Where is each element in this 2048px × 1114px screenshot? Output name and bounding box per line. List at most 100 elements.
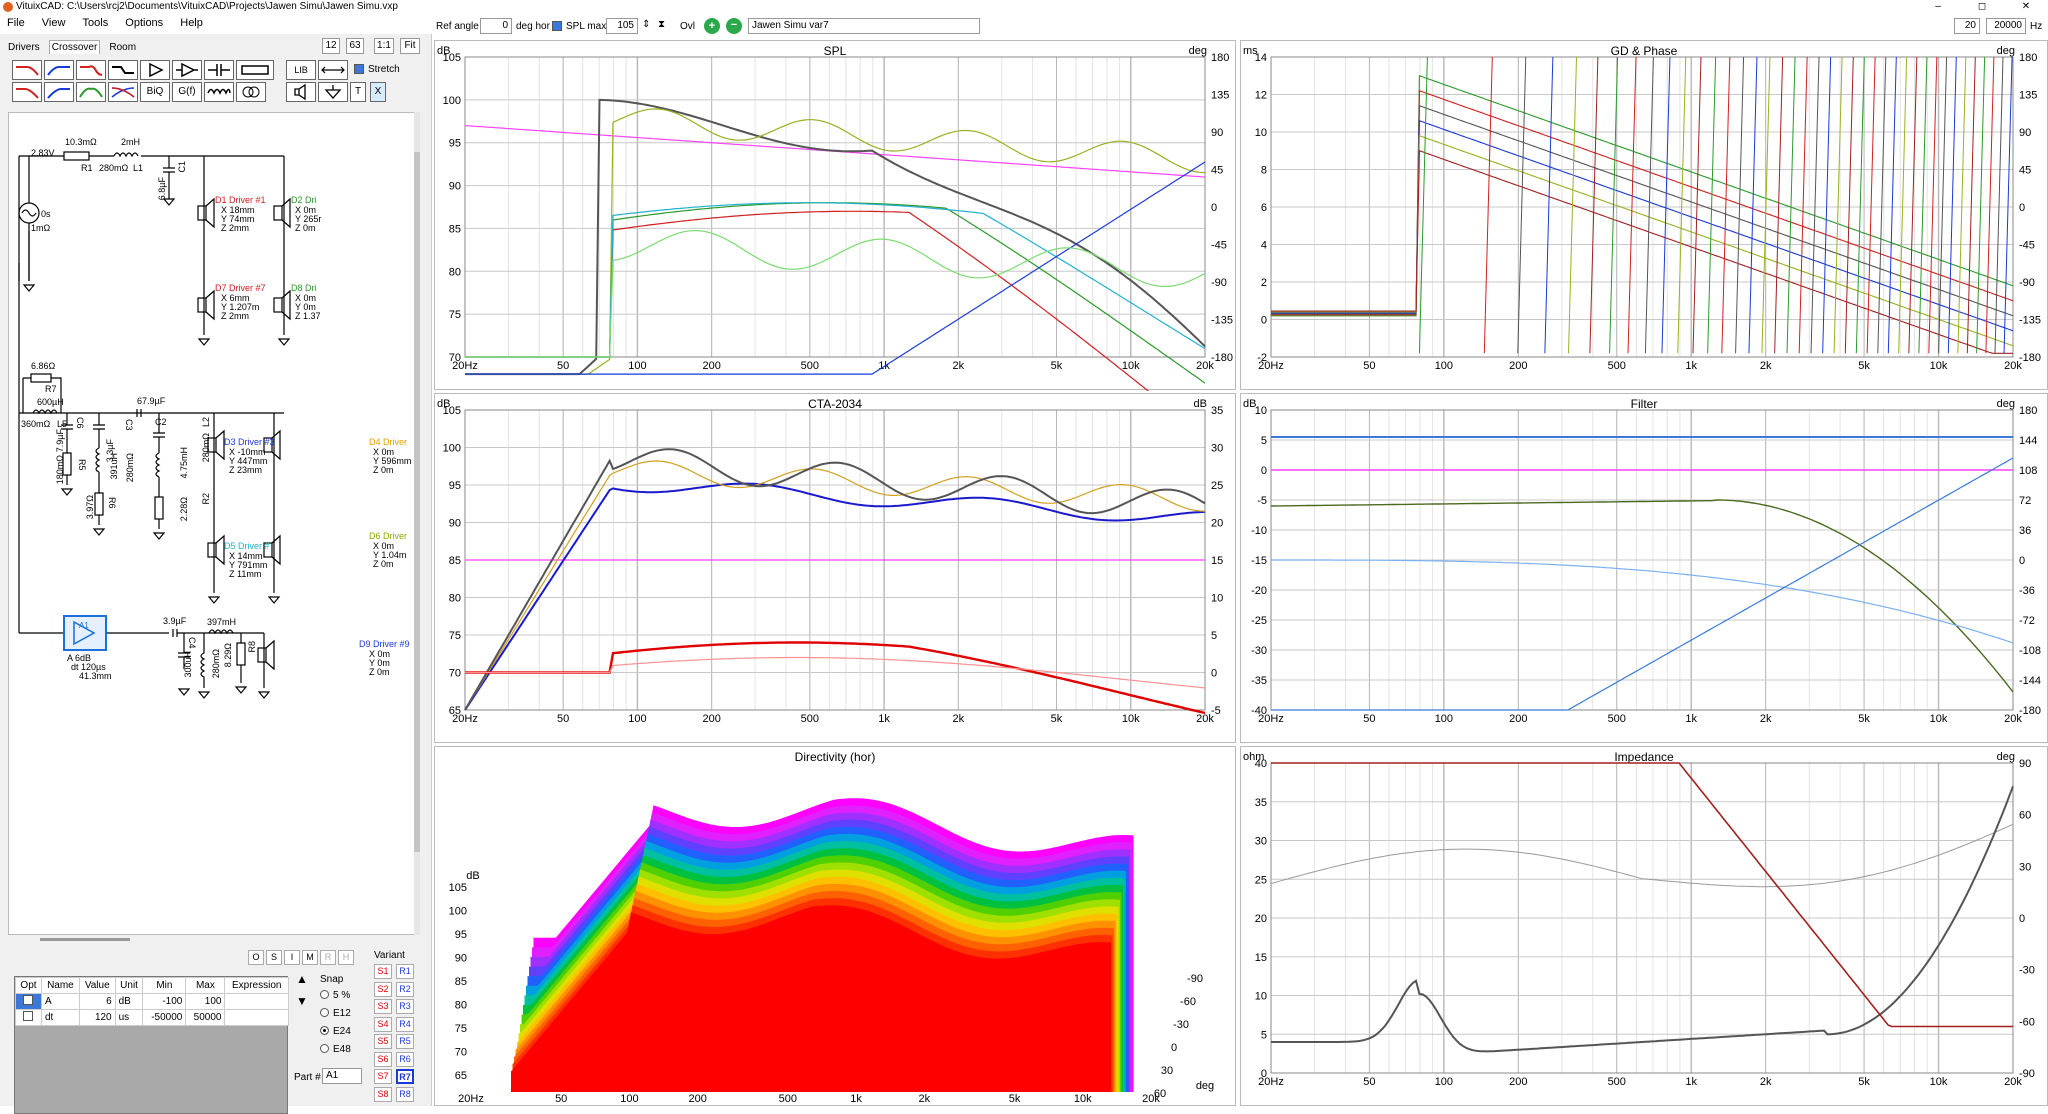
- menu-tools[interactable]: Tools: [82, 17, 109, 29]
- table-row[interactable]: dt 120 us -50000 50000: [15, 1009, 289, 1026]
- schematic-vscroll[interactable]: [414, 112, 420, 935]
- variant-s3[interactable]: S3: [374, 999, 392, 1014]
- driver-d4-name[interactable]: D4 Driver: [369, 437, 408, 447]
- driver-d9-name[interactable]: D9 Driver #9: [359, 639, 410, 649]
- param-min[interactable]: -100: [142, 993, 187, 1010]
- param-value[interactable]: 6: [78, 993, 116, 1010]
- amp-name[interactable]: A1: [79, 621, 89, 630]
- gf-tool[interactable]: G(f): [172, 82, 202, 102]
- part-input[interactable]: A1: [322, 1068, 362, 1084]
- variant-s8[interactable]: S8: [374, 1086, 392, 1102]
- lowpass-ho-tool[interactable]: [12, 82, 42, 102]
- delete-tool[interactable]: X: [370, 82, 386, 102]
- shelf-tool[interactable]: [108, 60, 138, 80]
- variant-s4[interactable]: S4: [374, 1016, 392, 1032]
- tab-crossover[interactable]: Crossover: [48, 40, 101, 54]
- variant-s7[interactable]: S7: [374, 1069, 392, 1084]
- schematic-hscroll[interactable]: [40, 938, 130, 941]
- opt-checkbox[interactable]: [23, 995, 34, 1005]
- library-tool[interactable]: LIB: [286, 60, 316, 80]
- variant-r6[interactable]: R6: [396, 1051, 414, 1067]
- bandpass-tool[interactable]: [76, 82, 106, 102]
- filter-panel[interactable]: Filter 20Hz 50 100 200 500 1k 2k 5k 10k 20k 10 5 0 -5…: [1240, 393, 2048, 743]
- zoom-b-box[interactable]: 63: [346, 38, 364, 54]
- spl-panel[interactable]: SPL 20Hz 50 100 200 500 1k 2k 5k 10k 20k 105 100 95 9…: [434, 40, 1236, 391]
- schematic-canvas[interactable]: 2.83V 0s 1mΩ 10.3mΩ R1 2mH 280mΩ L1 6.8µ…: [8, 112, 418, 935]
- param-expression[interactable]: [224, 1009, 289, 1026]
- driver-d1-name[interactable]: D1 Driver #1: [215, 195, 266, 205]
- variant-name-input[interactable]: Jawen Simu var7: [748, 18, 980, 34]
- driver-d5-name[interactable]: D5 Driver #: [224, 541, 270, 551]
- table-row[interactable]: A 6 dB -100 100: [15, 993, 289, 1010]
- minimize-button[interactable]: –: [1935, 1, 1941, 12]
- driver-d8-name[interactable]: D8 Dri: [291, 283, 317, 293]
- grid-btn-r[interactable]: R: [320, 950, 336, 965]
- driver-tool[interactable]: [286, 82, 316, 102]
- spl-max-input[interactable]: 105: [606, 18, 638, 34]
- highpass-ho-tool[interactable]: [44, 82, 74, 102]
- param-expression[interactable]: [224, 993, 289, 1010]
- param-value[interactable]: 120: [78, 1009, 116, 1026]
- zoom-a-box[interactable]: 12: [322, 38, 340, 54]
- param-max[interactable]: 100: [185, 993, 226, 1010]
- lowpass2-tool[interactable]: [76, 60, 106, 80]
- grid-btn-o[interactable]: O: [248, 950, 264, 965]
- snap-e48[interactable]: E48: [320, 1044, 351, 1055]
- grid-btn-m[interactable]: M: [302, 950, 318, 965]
- resistor-tool[interactable]: [236, 60, 274, 80]
- variant-r5[interactable]: R5: [396, 1034, 414, 1049]
- variant-r3[interactable]: R3: [396, 999, 414, 1014]
- menu-file[interactable]: File: [7, 17, 25, 29]
- variant-s1[interactable]: S1: [374, 964, 392, 979]
- opt-checkbox[interactable]: [23, 1011, 34, 1021]
- inductor-tool[interactable]: [204, 82, 234, 102]
- variant-r2[interactable]: R2: [396, 981, 414, 997]
- snap-5pct[interactable]: 5 %: [320, 990, 350, 1001]
- driver-d6-name[interactable]: D6 Driver: [369, 531, 408, 541]
- amp-tool[interactable]: [140, 60, 170, 80]
- add-overlay-icon[interactable]: +: [704, 18, 720, 34]
- highpass1-tool[interactable]: [44, 60, 74, 80]
- ref-angle-input[interactable]: 0: [480, 18, 512, 34]
- cta-panel[interactable]: CTA-2034 20Hz 50 100 200 500 1k 2k 5k 10k 20k 105 1…: [434, 393, 1236, 743]
- transformer-tool[interactable]: [236, 82, 266, 102]
- one-to-one-button[interactable]: 1:1: [374, 38, 394, 54]
- maximize-button[interactable]: ◻: [1977, 1, 1987, 12]
- variant-r1[interactable]: R1: [396, 964, 414, 979]
- grid-btn-i[interactable]: I: [284, 950, 300, 965]
- tab-drivers[interactable]: Drivers: [8, 42, 40, 53]
- grid-btn-h[interactable]: H: [338, 950, 354, 965]
- fit-button[interactable]: Fit: [400, 38, 420, 54]
- spl-max-checkbox[interactable]: [552, 21, 562, 34]
- param-max[interactable]: 50000: [185, 1009, 226, 1026]
- move-down-icon[interactable]: ▼: [296, 994, 308, 1008]
- snap-e12[interactable]: E12: [320, 1008, 351, 1019]
- crossover-pair-tool[interactable]: [108, 82, 138, 102]
- delay-tool[interactable]: [172, 60, 202, 80]
- capacitor-tool[interactable]: [204, 60, 234, 80]
- remove-overlay-icon[interactable]: −: [726, 18, 742, 34]
- move-up-icon[interactable]: ▲: [296, 972, 308, 986]
- variant-s5[interactable]: S5: [374, 1034, 392, 1049]
- spin-icon[interactable]: ⇕: [642, 19, 651, 30]
- menu-options[interactable]: Options: [125, 17, 164, 29]
- fit-vertical-icon[interactable]: ⧗: [658, 19, 666, 30]
- variant-r7[interactable]: R7: [396, 1069, 414, 1084]
- menu-view[interactable]: View: [41, 17, 66, 29]
- text-tool[interactable]: T: [350, 82, 366, 102]
- variant-s2[interactable]: S2: [374, 981, 392, 997]
- stretch-checkbox[interactable]: [354, 64, 364, 77]
- wire-tool[interactable]: [318, 60, 348, 80]
- variant-r4[interactable]: R4: [396, 1016, 414, 1032]
- close-button[interactable]: ✕: [2021, 1, 2031, 12]
- lowpass1-tool[interactable]: [12, 60, 42, 80]
- menu-help[interactable]: Help: [180, 17, 203, 29]
- snap-e24[interactable]: E24: [320, 1026, 351, 1037]
- grid-btn-s[interactable]: S: [266, 950, 282, 965]
- directivity-panel[interactable]: Directivity (hor) 20Hz 50 100 200 500 1k 2k 5k 1…: [434, 746, 1236, 1106]
- fmin-input[interactable]: 20: [1954, 18, 1980, 34]
- variant-r8[interactable]: R8: [396, 1086, 414, 1102]
- variant-s6[interactable]: S6: [374, 1051, 392, 1067]
- fmax-input[interactable]: 20000: [1986, 18, 2026, 34]
- param-min[interactable]: -50000: [142, 1009, 187, 1026]
